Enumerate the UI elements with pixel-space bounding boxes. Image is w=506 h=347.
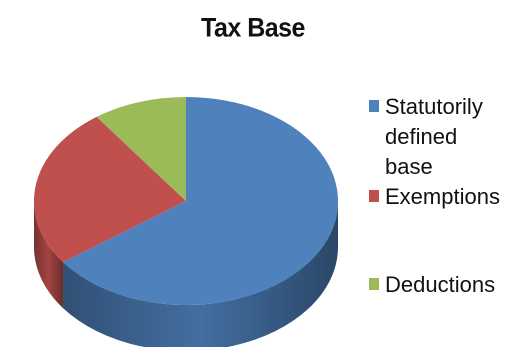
legend-swatch: [369, 100, 379, 112]
legend-label: Deductions: [385, 272, 496, 297]
pie-slice-exemptions: [33, 116, 187, 263]
legend-label: Statutorily defined base: [385, 94, 483, 179]
pie-slice-side-statutorily-defined-base: [63, 201, 338, 347]
chart-title: Tax Base: [201, 12, 305, 44]
pie-slice-statutorily-defined-base: [63, 97, 338, 305]
legend-swatch: [369, 278, 379, 290]
pie-slice-deductions: [96, 97, 186, 201]
legend-label: Exemptions: [385, 184, 500, 209]
legend-swatch: [369, 190, 379, 202]
pie-slice-side-exemptions: [34, 201, 64, 309]
